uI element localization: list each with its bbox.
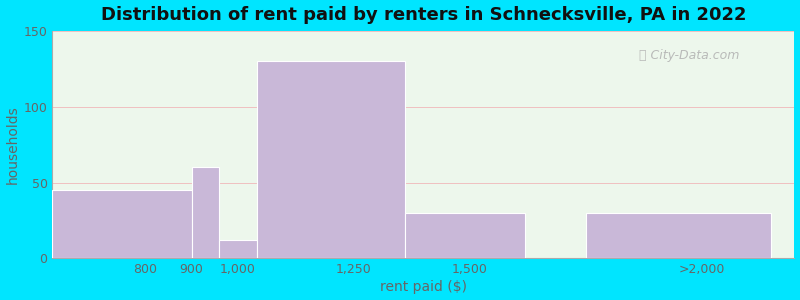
- Title: Distribution of rent paid by renters in Schnecksville, PA in 2022: Distribution of rent paid by renters in …: [101, 6, 746, 24]
- Bar: [219, 240, 257, 258]
- X-axis label: rent paid ($): rent paid ($): [380, 280, 467, 294]
- Text: ⓘ City-Data.com: ⓘ City-Data.com: [638, 49, 739, 62]
- Bar: [257, 61, 405, 258]
- Y-axis label: households: households: [6, 105, 19, 184]
- Bar: [191, 167, 219, 258]
- Bar: [53, 190, 191, 258]
- Bar: [405, 213, 526, 258]
- Bar: [586, 213, 771, 258]
